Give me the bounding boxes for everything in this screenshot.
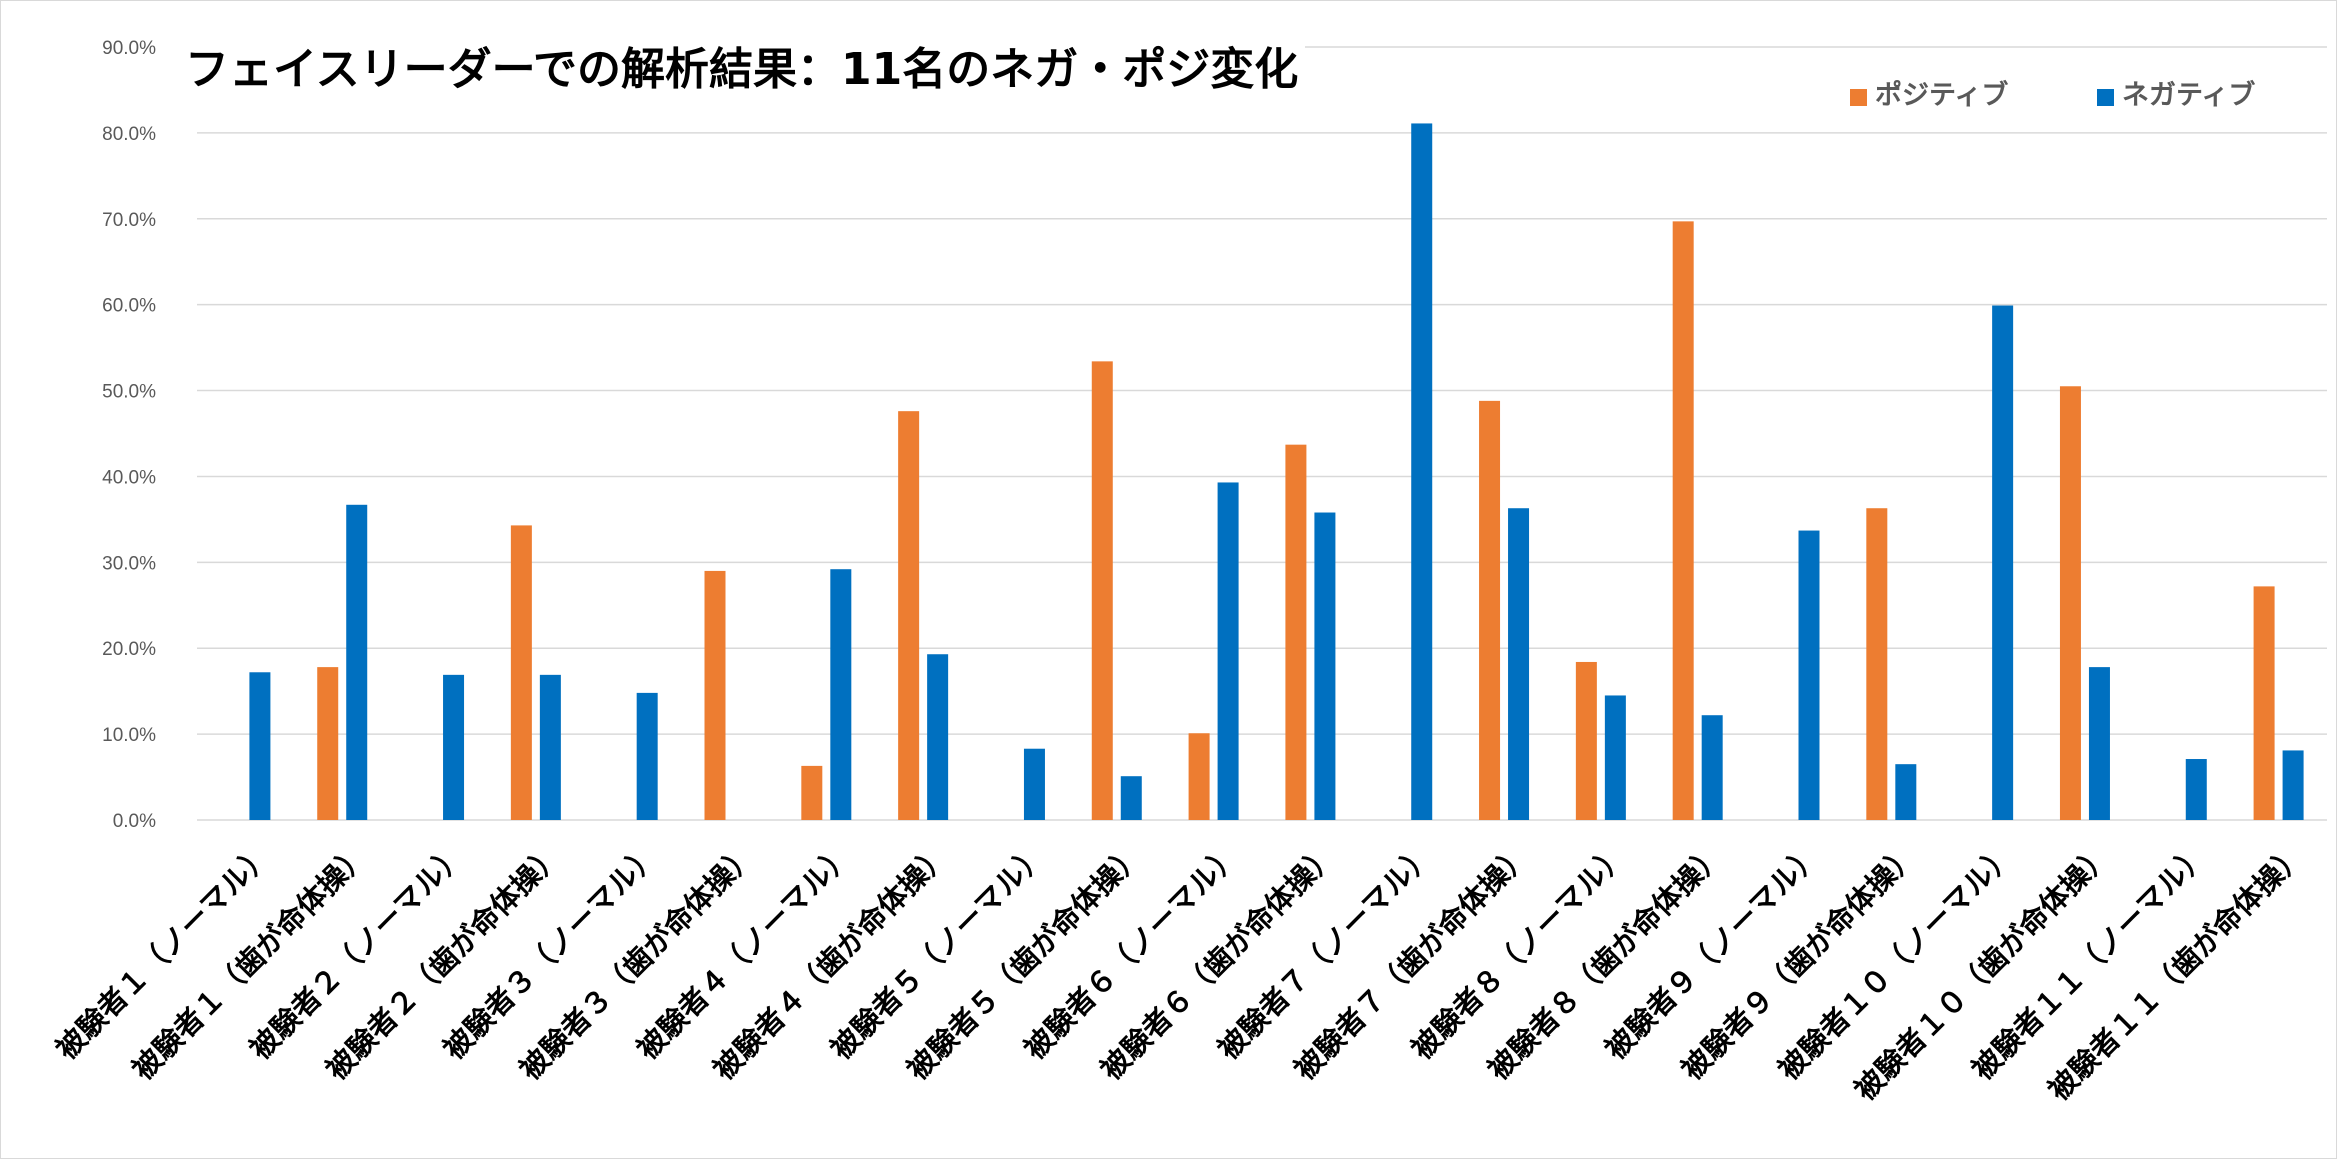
y-tick-label: 70.0% [102, 210, 156, 231]
legend-label-positive: ポジティブ [1875, 79, 2008, 111]
positive-bar [1091, 361, 1113, 820]
positive-bar [317, 667, 339, 820]
chart-title: フェイスリーダーでの解析結果：11名のネガ・ポジ変化 [185, 44, 1298, 95]
negative-bar [636, 692, 658, 820]
positive-bar [898, 411, 920, 820]
negative-bar [1411, 123, 1433, 821]
y-tick-label: 30.0% [102, 553, 156, 574]
positive-bar [2253, 586, 2275, 820]
negative-bar [1314, 512, 1336, 820]
negative-bar [1023, 748, 1045, 820]
negative-bar [249, 672, 271, 820]
positive-bar [2059, 386, 2081, 820]
y-tick-label: 60.0% [102, 296, 156, 317]
positive-bar [1479, 400, 1501, 820]
y-tick-label: 10.0% [102, 725, 156, 746]
negative-bar [830, 569, 852, 820]
negative-bar [1992, 305, 2014, 821]
legend-label-negative: ネガティブ [2122, 79, 2255, 111]
positive-bar [1285, 444, 1307, 820]
y-tick-label: 90.0% [102, 38, 156, 59]
title-background [165, 40, 1305, 110]
positive-bar [510, 525, 532, 820]
positive-bar [801, 765, 823, 820]
negative-bar [1895, 764, 1917, 820]
negative-bar [927, 654, 949, 820]
legend-swatch-positive [1850, 89, 1867, 106]
negative-bar [2282, 750, 2304, 820]
y-tick-label: 0.0% [113, 811, 156, 832]
negative-bar [1217, 482, 1239, 820]
x-axis-ticks: 被験者１（ノーマル）被験者１（歯が命体操）被験者２（ノーマル）被験者２（歯が命体… [49, 837, 2311, 1107]
negative-bar [1508, 508, 1530, 820]
y-axis-ticks: 0.0% 10.0% 20.0% 30.0% 40.0% 50.0% 60.0% 70.0% 8… [102, 38, 156, 832]
positive-bar [1188, 733, 1210, 820]
y-tick-label: 20.0% [102, 639, 156, 660]
legend-swatch-negative [2097, 89, 2114, 106]
positive-bar [1866, 508, 1888, 820]
negative-bar [1701, 715, 1723, 820]
legend: ポジティブ ネガティブ [1850, 79, 2255, 111]
positive-bar [704, 570, 726, 820]
positive-bar [1672, 221, 1694, 821]
negative-bar [1798, 530, 1820, 820]
negative-bar [2088, 667, 2110, 820]
negative-bar [2185, 759, 2207, 820]
negative-bar [1604, 695, 1626, 820]
bars [249, 123, 2304, 821]
y-tick-label: 50.0% [102, 382, 156, 403]
negative-bar [443, 674, 465, 820]
gridlines [197, 46, 2327, 821]
y-tick-label: 40.0% [102, 467, 156, 488]
y-tick-label: 80.0% [102, 124, 156, 145]
positive-bar [1575, 661, 1597, 820]
negative-bar [346, 504, 368, 820]
negative-bar [539, 674, 561, 820]
negative-bar [1120, 776, 1142, 820]
